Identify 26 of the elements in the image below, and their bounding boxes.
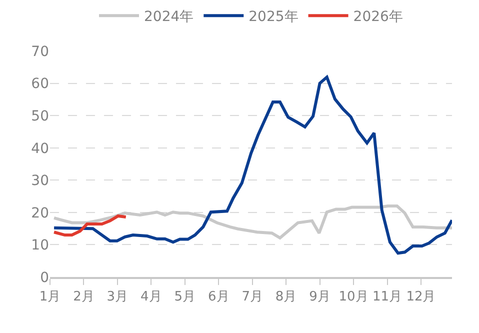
y-tick-label: 70	[31, 44, 49, 60]
x-tick-label: 7月	[242, 290, 263, 305]
x-tick-label: 6月	[208, 290, 230, 305]
legend-label: 2026年	[353, 9, 403, 26]
y-tick-label: 40	[31, 140, 49, 157]
x-tick-label: 10月	[338, 290, 368, 305]
legend-label: 2025年	[248, 9, 298, 26]
x-tick-label: 5月	[174, 290, 196, 305]
x-tick-label: 8月	[275, 290, 297, 305]
y-tick-label: 0	[40, 270, 49, 286]
legend-label: 2024年	[144, 9, 194, 26]
x-tick-label: 11月	[372, 290, 402, 305]
x-tick-label: 4月	[140, 290, 162, 305]
x-tick-label: 9月	[309, 290, 330, 305]
x-tick-label: 3月	[106, 290, 128, 305]
line-series	[52, 214, 128, 237]
y-tick-label: 50	[31, 108, 49, 124]
line-series	[52, 76, 452, 255]
y-tick-label: 30	[31, 173, 49, 190]
y-tick-label: 10	[31, 238, 49, 254]
line-series	[52, 204, 452, 240]
x-tick-label: 1月	[39, 290, 61, 305]
x-tick-label: 2月	[73, 290, 94, 305]
y-tick-label: 60	[31, 76, 49, 92]
x-tick-label: 12月	[406, 290, 436, 305]
y-tick-label: 20	[31, 205, 49, 222]
